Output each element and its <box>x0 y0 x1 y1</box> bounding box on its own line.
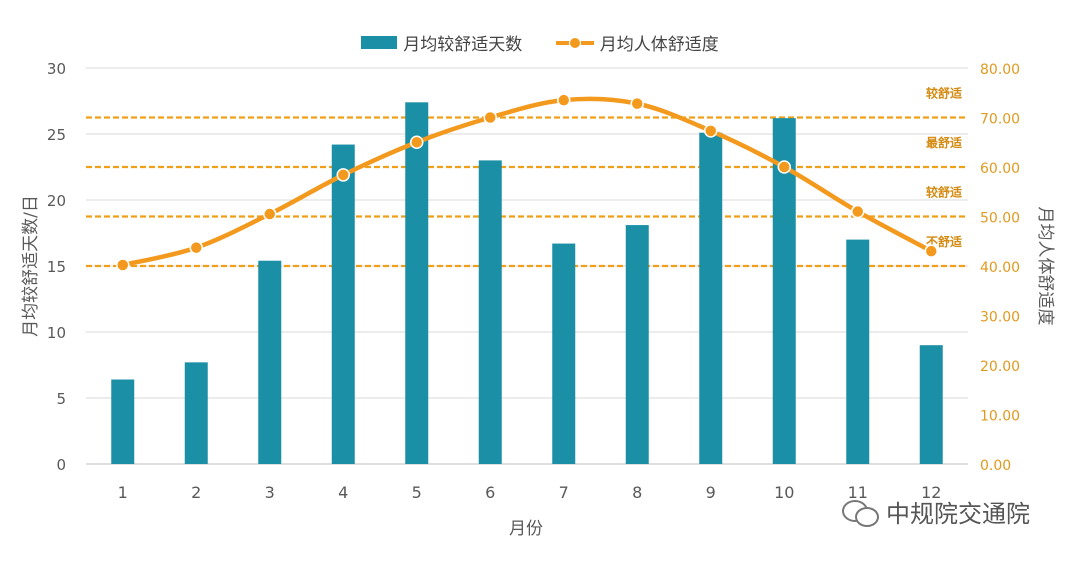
y-tick-label: 5 <box>56 390 66 408</box>
y-tick-label: 20 <box>47 192 66 210</box>
y2-tick-label: 20.00 <box>980 359 1020 375</box>
bar <box>552 243 576 464</box>
line-point <box>116 258 130 272</box>
watermark-text: 中规院交通院 <box>886 500 1030 528</box>
x-tick-label: 9 <box>706 483 716 502</box>
x-tick-label: 1 <box>118 483 128 502</box>
x-axis-title: 月份 <box>509 519 543 539</box>
legend-item-bars: 月均较舒适天数 <box>361 30 522 55</box>
bar <box>258 260 282 464</box>
legend-swatch-bar <box>361 36 398 49</box>
reference-label: 较舒适 <box>926 86 962 101</box>
y-axis-title: 月均较舒适天数/日 <box>21 195 41 337</box>
y2-tick-label: 0.00 <box>980 458 1011 474</box>
x-tick-label: 5 <box>412 483 422 502</box>
legend-item-line: 月均人体舒适度 <box>555 30 719 55</box>
x-tick-label: 4 <box>338 483 348 502</box>
line-point <box>924 244 938 258</box>
legend-swatch-line <box>555 36 594 50</box>
line-point <box>410 135 424 149</box>
y-tick-label: 0 <box>56 456 66 474</box>
x-tick-label: 7 <box>559 483 569 502</box>
legend-label-bars: 月均较舒适天数 <box>403 35 523 55</box>
bar <box>331 144 355 464</box>
bar <box>772 118 796 464</box>
bar <box>184 362 208 464</box>
y-tick-label: 15 <box>47 258 66 276</box>
line-point <box>336 168 350 182</box>
x-tick-label: 3 <box>265 483 275 502</box>
y2-tick-label: 60.00 <box>980 161 1020 177</box>
line-point <box>483 110 497 125</box>
legend-label-line: 月均人体舒适度 <box>599 35 719 55</box>
y2-tick-label: 80.00 <box>980 62 1020 78</box>
x-tick-label: 2 <box>191 483 201 502</box>
bar <box>846 239 870 464</box>
reference-label: 较舒适 <box>926 185 962 200</box>
bar <box>405 102 429 464</box>
line-series <box>120 96 934 268</box>
x-tick-label: 10 <box>774 483 794 502</box>
legend: 月均较舒适天数 月均人体舒适度 <box>0 30 1080 55</box>
y2-tick-label: 70.00 <box>980 112 1020 128</box>
y2-tick-label: 50.00 <box>980 211 1020 227</box>
line-point <box>263 207 277 221</box>
bar <box>919 345 943 464</box>
line-point <box>557 93 571 107</box>
bar <box>625 225 649 464</box>
line-point <box>704 124 718 138</box>
reference-label: 最舒适 <box>926 135 962 150</box>
y2-tick-label: 10.00 <box>980 409 1020 425</box>
line-point <box>189 240 203 255</box>
bar <box>699 132 723 464</box>
y-tick-label: 25 <box>47 126 66 144</box>
line-point <box>630 96 644 111</box>
y2-axis-title: 月均人体舒适度 <box>1035 207 1055 326</box>
x-tick-label: 11 <box>848 483 868 502</box>
bar <box>111 379 135 464</box>
x-tick-label: 6 <box>485 483 495 502</box>
reference-label: 不舒适 <box>926 234 962 249</box>
line-point <box>777 160 791 174</box>
bar <box>478 160 502 464</box>
x-tick-label: 8 <box>632 483 642 502</box>
y2-tick-label: 40.00 <box>980 260 1020 276</box>
y-tick-label: 30 <box>47 60 66 78</box>
y2-tick-label: 30.00 <box>980 310 1020 326</box>
wechat-icon <box>842 496 880 528</box>
line-point <box>851 204 865 219</box>
watermark: 中规院交通院 <box>842 494 1030 529</box>
y-tick-label: 10 <box>47 324 66 342</box>
x-tick-label: 12 <box>921 483 941 502</box>
